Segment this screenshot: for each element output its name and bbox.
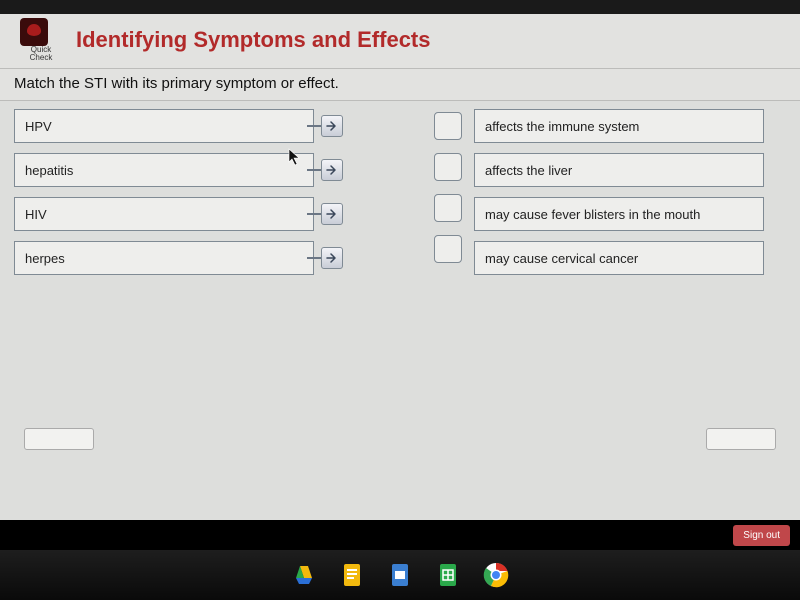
match-target-label: affects the immune system [485,119,639,134]
chrome-icon[interactable] [483,562,509,588]
docs-icon[interactable] [339,562,365,588]
match-target-item[interactable]: affects the immune system [474,109,764,143]
match-target-item[interactable]: affects the liver [474,153,764,187]
match-source-label: HIV [25,207,47,222]
instruction-text: Match the STI with its primary symptom o… [0,68,800,101]
drop-target[interactable] [434,153,462,181]
connector-handle[interactable] [321,159,343,181]
drive-icon[interactable] [291,562,317,588]
connector-handle[interactable] [321,247,343,269]
connector[interactable] [307,203,343,225]
match-target-label: may cause fever blisters in the mouth [485,207,700,222]
app-screen: Quick Check Identifying Symptoms and Eff… [0,0,800,520]
slides-icon[interactable] [387,562,413,588]
connector[interactable] [307,159,343,181]
prev-button[interactable] [24,428,94,450]
arrow-right-icon [326,252,338,264]
page-header: Quick Check Identifying Symptoms and Eff… [0,14,800,68]
match-source-item[interactable]: HIV [14,197,314,231]
match-target-label: may cause cervical cancer [485,251,638,266]
connector-line [307,257,321,259]
quick-check-label: Quick Check [30,46,53,62]
drop-target-column [434,109,462,275]
match-source-item[interactable]: herpes [14,241,314,275]
arrow-right-icon [326,120,338,132]
page-title: Identifying Symptoms and Effects [76,27,431,53]
sheets-icon[interactable] [435,562,461,588]
matching-area: HPV hepatitis HIV [0,101,800,283]
connector-handle[interactable] [321,203,343,225]
connector-line [307,213,321,215]
arrow-right-icon [326,164,338,176]
quick-check-line2: Check [30,54,53,62]
window-topbar [0,0,800,14]
match-source-label: HPV [25,119,52,134]
connector-handle[interactable] [321,115,343,137]
arrow-right-icon [326,208,338,220]
taskbar [0,550,800,600]
match-target-item[interactable]: may cause cervical cancer [474,241,764,275]
match-source-label: herpes [25,251,65,266]
drop-target[interactable] [434,235,462,263]
match-source-item[interactable]: HPV [14,109,314,143]
connector-line [307,125,321,127]
connector[interactable] [307,247,343,269]
next-button[interactable] [706,428,776,450]
drop-target[interactable] [434,112,462,140]
connector[interactable] [307,115,343,137]
heart-icon [20,18,48,46]
left-column: HPV hepatitis HIV [14,109,344,275]
right-column-wrap: affects the immune system affects the li… [434,109,764,275]
right-answer-column: affects the immune system affects the li… [474,109,764,275]
match-target-item[interactable]: may cause fever blisters in the mouth [474,197,764,231]
sign-out-button[interactable]: Sign out [733,525,790,546]
match-source-item[interactable]: hepatitis [14,153,314,187]
quick-check-badge: Quick Check [20,18,62,62]
connector-line [307,169,321,171]
drop-target[interactable] [434,194,462,222]
match-source-label: hepatitis [25,163,73,178]
match-target-label: affects the liver [485,163,572,178]
